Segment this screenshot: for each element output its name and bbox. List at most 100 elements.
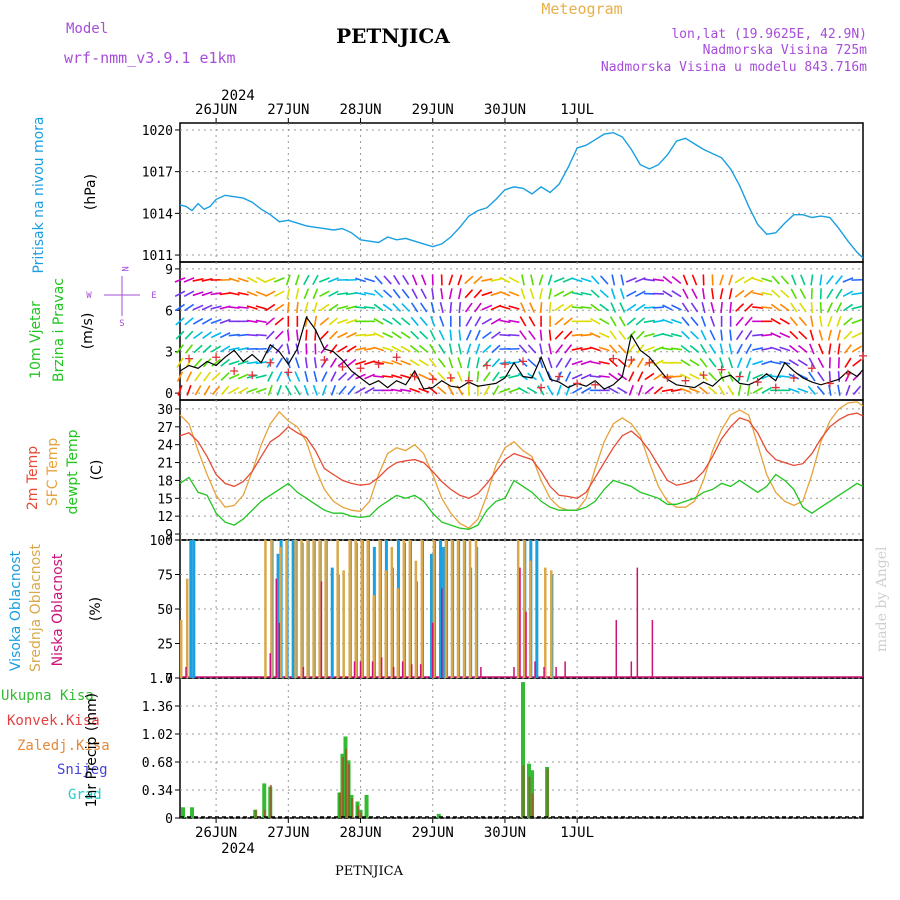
wind-arrow	[337, 345, 348, 353]
wind-arrow	[464, 275, 474, 285]
wind-arrow	[304, 357, 308, 369]
cloud-bar-mid	[372, 595, 376, 678]
cloud-bar-low	[320, 581, 323, 678]
cloud-bar-low	[564, 661, 566, 678]
wind-arrow	[843, 317, 853, 326]
wind-arrow	[845, 384, 851, 396]
wind-arrow	[681, 302, 690, 313]
wind-arrow	[465, 329, 472, 341]
wind-gust-marker	[859, 351, 867, 360]
wind-arrow	[539, 329, 543, 341]
cloud-bar-mid	[544, 567, 547, 678]
wind-arrow	[852, 358, 862, 367]
cloud-bar-mid	[444, 540, 448, 678]
wind-arrow	[286, 288, 291, 300]
wind-arrow	[554, 330, 564, 340]
wind-arrow	[274, 330, 284, 340]
precip-panel-labels: Ukupna Kisa Konvek.Kisa Zaledj.Kisa Snij…	[1, 688, 110, 807]
wind-arrow	[644, 386, 655, 395]
wind-arrow	[420, 288, 428, 299]
wind-arrow	[710, 302, 715, 314]
wind-arrow	[590, 275, 600, 285]
wind-ytick-label: 6	[165, 304, 173, 319]
wind-arrow	[220, 345, 231, 353]
wind-arrow	[662, 304, 673, 311]
wind-arrow	[391, 374, 403, 379]
wind-arrow	[508, 305, 520, 310]
wind-arrow	[529, 302, 535, 313]
wind-arrow	[294, 357, 300, 369]
wind-arrow	[610, 288, 616, 300]
wind-arrow	[519, 316, 527, 327]
wind-arrow	[410, 302, 419, 313]
wind-arrow	[319, 303, 330, 312]
wind-arrow	[571, 306, 583, 309]
wind-arrow	[373, 303, 384, 312]
wind-arrow	[474, 316, 482, 327]
wind-gust-marker	[609, 354, 618, 363]
wind-arrow	[727, 385, 735, 396]
wind-arrow	[737, 384, 742, 396]
x-tick-label-top: 1JUL	[560, 102, 594, 118]
plot-layer: 1011101410171020036991215182124273002550…	[142, 102, 867, 841]
model-name: wrf-nmm_v3.9.1 e1km	[64, 49, 236, 67]
wind-arrow	[790, 274, 797, 286]
wind-arrow	[328, 290, 339, 298]
wind-arrow	[826, 288, 834, 299]
wind-arrow	[211, 385, 221, 396]
cloud-bar-mid	[408, 540, 412, 678]
wind-arrow	[267, 371, 274, 382]
wind-arrow	[329, 357, 338, 368]
wind-gust-marker	[663, 373, 672, 382]
wind-arrow	[401, 303, 411, 313]
cloud-bar-low	[513, 666, 515, 678]
wind-arrow	[391, 331, 402, 339]
precip-total-bar	[436, 813, 441, 818]
wind-arrow	[354, 333, 367, 337]
wind-arrow	[211, 345, 222, 353]
temperature-ytick-label: 21	[157, 457, 173, 472]
wind-arrow	[744, 330, 753, 341]
wind-gust-marker	[338, 362, 347, 371]
wind-arrow	[185, 371, 193, 382]
wind-arrow	[177, 384, 183, 396]
cloud-bar-low	[185, 666, 187, 678]
x-tick-label-bottom: 1JUL	[560, 825, 594, 841]
wind-ylabel-1: 10m Vjetar	[28, 301, 44, 379]
wind-arrow	[346, 372, 357, 381]
wind-arrow	[580, 347, 592, 351]
wind-arrow	[265, 303, 276, 312]
wind-arrow	[810, 274, 814, 286]
pressure-ytick-label: 1017	[142, 166, 173, 181]
wind-arrow	[418, 373, 430, 380]
wind-arrow	[744, 303, 754, 312]
wind-arrow	[400, 359, 412, 366]
cloud-bar-mid	[324, 540, 327, 678]
wind-arrow	[670, 333, 682, 338]
wind-arrow	[237, 277, 249, 283]
wind-arrow	[808, 371, 816, 382]
wind-gust-marker	[356, 364, 365, 373]
wind-arrow	[701, 288, 706, 300]
wind-arrow	[312, 384, 319, 396]
wind-arrow	[418, 359, 429, 367]
wind-arrow	[718, 385, 726, 396]
wind-arrow	[373, 317, 384, 325]
wind-arrow	[790, 302, 798, 313]
elevation-label: Nadmorska Visina 725m	[703, 43, 868, 58]
wind-arrow	[346, 332, 357, 339]
wind-arrow	[599, 289, 609, 299]
wind-arrow	[680, 359, 691, 367]
wind-arrow	[210, 332, 222, 339]
wind-arrow	[499, 290, 511, 297]
wind-arrow	[689, 344, 700, 353]
wind-arrow	[330, 384, 337, 396]
wind-arrow	[464, 302, 473, 313]
wind-arrow	[735, 303, 745, 312]
wind-arrow	[752, 386, 763, 394]
wind-arrow	[779, 303, 790, 312]
wind-arrow	[617, 386, 628, 394]
wind-arrow	[691, 274, 698, 286]
pressure-ytick-label: 1014	[142, 207, 173, 222]
wind-arrow	[761, 277, 773, 283]
